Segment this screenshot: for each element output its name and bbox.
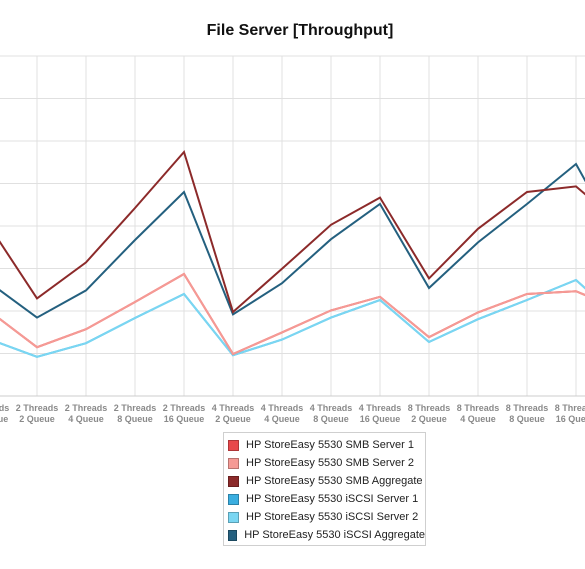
series-lines (0, 149, 585, 358)
x-tick-label: 4 Threads (261, 403, 304, 413)
x-tick-label: 16 Queue (360, 414, 401, 424)
legend-swatch (228, 439, 239, 451)
x-tick-label: 4 Threads (310, 403, 353, 413)
x-tick-label: 8 Threads (408, 403, 451, 413)
x-tick-label: 2 Threads (16, 403, 59, 413)
legend-label: HP StoreEasy 5530 iSCSI Aggregate (244, 529, 425, 541)
legend-swatch (228, 493, 239, 505)
x-tick-label: 4 Threads (359, 403, 402, 413)
series-line (0, 278, 585, 358)
x-tick-label: 8 Queue (509, 414, 545, 424)
legend-item[interactable]: HP StoreEasy 5530 SMB Server 2 (228, 454, 425, 472)
legend-label: HP StoreEasy 5530 SMB Aggregate (246, 475, 423, 487)
legend-item[interactable]: HP StoreEasy 5530 iSCSI Aggregate (228, 526, 425, 544)
legend-item[interactable]: HP StoreEasy 5530 SMB Aggregate (228, 472, 425, 490)
legend-item[interactable]: HP StoreEasy 5530 iSCSI Server 1 (228, 490, 425, 508)
x-tick-label: 2 Queue (215, 414, 251, 424)
x-tick-label: 4 Queue (460, 414, 496, 424)
x-tick-label: 1 Threads (0, 403, 9, 413)
grid-lines (0, 55, 585, 397)
series-line (0, 149, 585, 314)
legend-label: HP StoreEasy 5530 iSCSI Server 1 (246, 493, 419, 505)
x-tick-label: 8 Threads (457, 403, 500, 413)
legend-swatch (228, 475, 239, 487)
legend-label: HP StoreEasy 5530 SMB Server 2 (246, 457, 414, 469)
series-line (0, 278, 585, 358)
x-tick-label: 2 Threads (114, 403, 157, 413)
x-tick-label: 8 Queue (313, 414, 349, 424)
x-tick-label: 8 Queue (117, 414, 153, 424)
x-tick-label: 16 Queue (0, 414, 8, 424)
x-tick-label: 2 Queue (19, 414, 55, 424)
series-line (0, 272, 585, 356)
x-tick-label: 4 Threads (212, 403, 255, 413)
legend-label: HP StoreEasy 5530 SMB Server 1 (246, 439, 414, 451)
series-line (0, 162, 585, 319)
legend: HP StoreEasy 5530 SMB Server 1 HP StoreEa… (223, 432, 426, 546)
x-tick-label: 16 Queue (556, 414, 585, 424)
legend-swatch (228, 457, 239, 469)
legend-item[interactable]: HP StoreEasy 5530 iSCSI Server 2 (228, 508, 425, 526)
x-tick-label: 4 Queue (68, 414, 104, 424)
legend-swatch (228, 529, 238, 541)
legend-swatch (228, 511, 239, 523)
x-tick-label: 4 Queue (264, 414, 300, 424)
x-tick-label: 2 Threads (163, 403, 206, 413)
x-tick-label: 8 Threads (555, 403, 585, 413)
x-tick-label: 8 Threads (506, 403, 549, 413)
legend-label: HP StoreEasy 5530 iSCSI Server 2 (246, 511, 419, 523)
x-tick-label: 2 Threads (65, 403, 108, 413)
x-tick-label: 16 Queue (164, 414, 205, 424)
x-tick-label: 2 Queue (411, 414, 447, 424)
legend-item[interactable]: HP StoreEasy 5530 SMB Server 1 (228, 436, 425, 454)
chart-title: File Server [Throughput] (207, 22, 394, 39)
